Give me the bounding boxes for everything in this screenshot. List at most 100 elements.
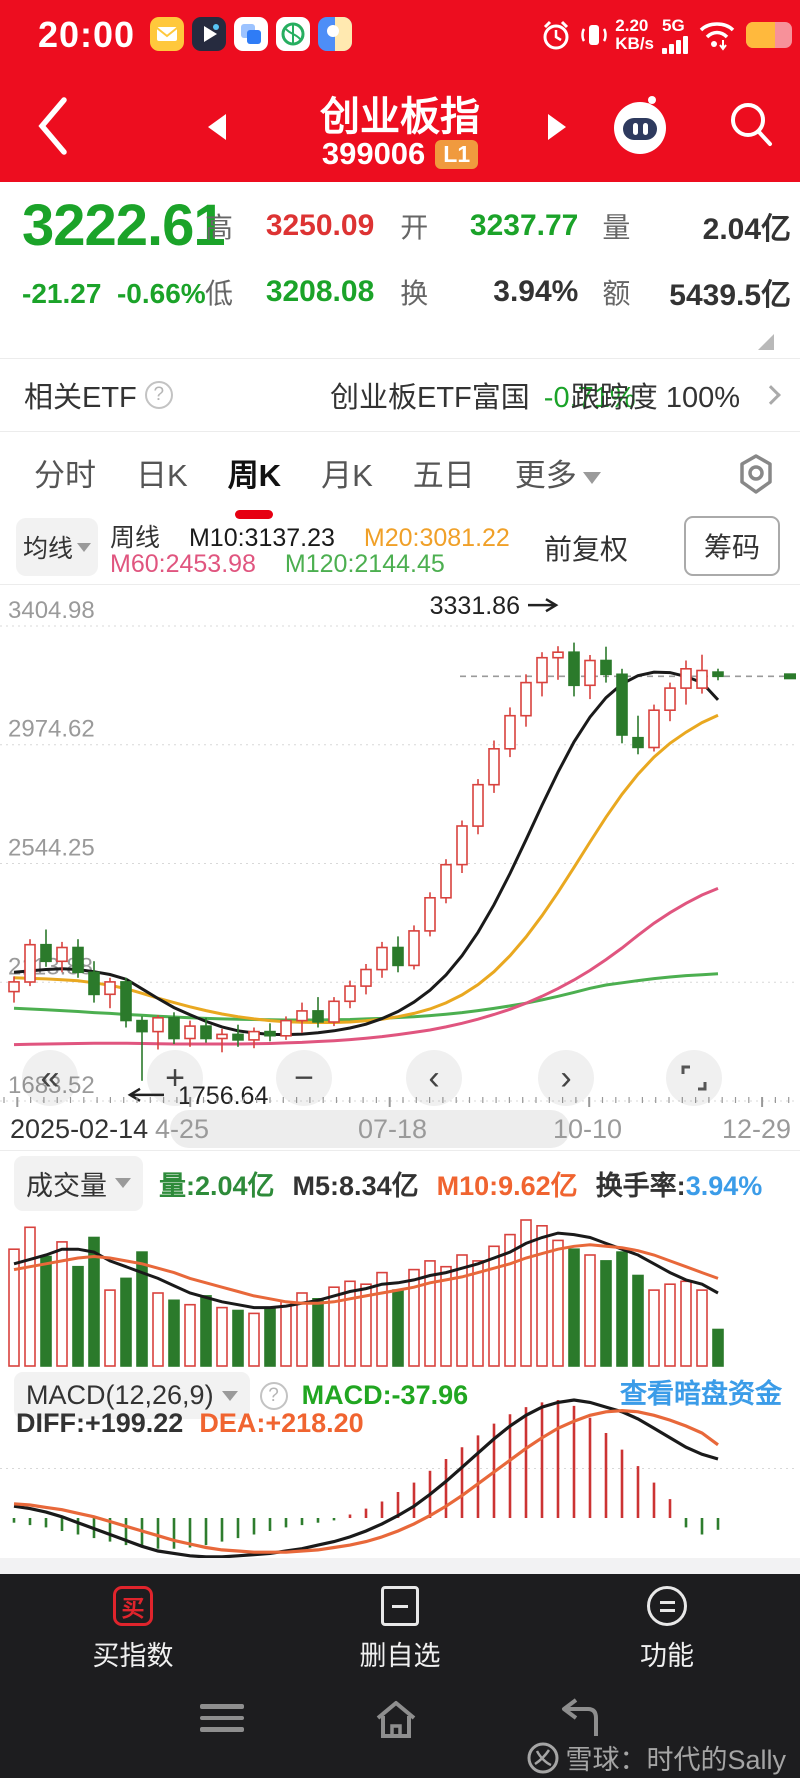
chart-scrollbar[interactable] (170, 1110, 570, 1148)
related-etf-row[interactable]: 相关ETF ? 创业板ETF富国 -0.71% 跟踪度 100% (0, 358, 800, 432)
etf-label: 相关ETF (24, 382, 137, 414)
macd-header: MACD(12,26,9) ? MACD:-37.96 查看暗盘资金 (0, 1372, 800, 1419)
expand-quote-icon[interactable] (758, 334, 774, 350)
volume-header: 成交量 量:2.04亿 M5:8.34亿 M10:9.62亿 换手率:3.94% (0, 1152, 800, 1214)
next-stock-icon[interactable] (548, 114, 566, 140)
open-label: 开 (400, 212, 429, 243)
volume-ma10: M10:9.62亿 (436, 1170, 578, 1201)
quote-level-badge: L1 (435, 140, 479, 169)
rewind-button[interactable]: « (22, 1050, 78, 1106)
diff-line (13, 1398, 719, 1558)
status-indicators: 2.20 KB/s 5G (539, 10, 792, 60)
volume-chart[interactable] (0, 1214, 800, 1368)
prev-stock-icon[interactable] (208, 114, 226, 140)
chevron-right-icon (761, 385, 781, 405)
tick-ruler (3, 1097, 790, 1107)
ma120-value: M120:2144.45 (284, 550, 445, 578)
page-title: 创业板指 (320, 95, 480, 139)
macd-help-icon[interactable]: ? (259, 1381, 288, 1410)
period-tabs: 分时 日K 周K 月K 五日 更多 (0, 432, 800, 512)
etf-help-icon[interactable]: ? (144, 381, 173, 409)
fullscreen-button[interactable] (666, 1050, 722, 1106)
kline-canvas[interactable]: 3404.982974.622544.252113.881683.523331.… (0, 585, 800, 1107)
volume-bars-layer (8, 1219, 724, 1367)
buy-icon: 买 (113, 1586, 153, 1626)
ma20-value: M20:3081.22 (363, 524, 510, 552)
watermark-text: 雪球：时代的Sally (565, 1745, 786, 1775)
recents-nav-icon[interactable] (200, 1704, 244, 1739)
back-icon[interactable] (34, 94, 74, 158)
period-label: 周线 (110, 524, 161, 552)
menu-circle-icon (647, 1586, 687, 1626)
health-app-icon (276, 17, 310, 51)
zoom-in-button[interactable]: + (147, 1050, 203, 1106)
mail-app-icon (150, 17, 184, 51)
search-icon[interactable] (726, 98, 778, 154)
ma-line-M60 (13, 887, 719, 1047)
zoom-out-button[interactable]: − (276, 1050, 332, 1106)
svg-text:2974.62: 2974.62 (8, 716, 95, 743)
tab-more[interactable]: 更多 (515, 450, 601, 495)
high-label: 高 (205, 212, 234, 243)
dea-line (13, 1408, 719, 1554)
tab-daily[interactable]: 日K (136, 457, 188, 493)
stock-code: 399006 L1 (0, 136, 800, 172)
svg-text:1683.52: 1683.52 (8, 1072, 95, 1099)
high-value: 3250.09 (265, 209, 375, 242)
low-annotation: 1756.64 (178, 1082, 268, 1107)
price-change: -21.27 -0.66% (22, 278, 206, 309)
volume-selector[interactable]: 成交量 (14, 1155, 143, 1211)
ai-assistant-icon[interactable] (610, 92, 670, 158)
chevron-down-icon (221, 1390, 238, 1401)
turnover-label: 换 (400, 278, 429, 309)
chips-button[interactable]: 筹码 (683, 516, 780, 576)
home-nav-icon[interactable] (372, 1696, 420, 1744)
adjust-mode[interactable]: 前复权 (543, 534, 628, 565)
tab-fiveday[interactable]: 五日 (412, 457, 475, 493)
ma-legend: 均线 周线 M10:3137.23 M20:3081.22 M60:2453.9… (0, 512, 800, 584)
ma-selector[interactable]: 均线 (16, 518, 98, 576)
volume-current: 量:2.04亿 (159, 1170, 275, 1201)
svg-text:3404.98: 3404.98 (8, 597, 95, 624)
current-price: 3222.61 (22, 193, 226, 258)
tab-monthly[interactable]: 月K (321, 457, 373, 493)
kline-chart[interactable]: 3404.98 2974.62 2544.25 2113.88 1683.52 3331.… (0, 584, 800, 1107)
functions-button[interactable]: 功能 (587, 1586, 747, 1673)
section-divider (0, 1558, 800, 1574)
macd-histogram-layer (12, 1400, 720, 1549)
network-type: 5G (662, 16, 685, 35)
app-header: 创业板指 399006 L1 (0, 70, 800, 182)
tab-minute[interactable]: 分时 (34, 457, 96, 493)
video-app-icon (192, 17, 226, 51)
date-label: 4-25 (155, 1114, 210, 1144)
pan-left-button[interactable]: ‹ (406, 1050, 462, 1106)
pan-right-button[interactable]: › (538, 1050, 594, 1106)
etf-tracking: 跟踪度 100% (570, 382, 740, 414)
etf-change: -0.71% (543, 382, 636, 414)
buy-index-button[interactable]: 买 买指数 (53, 1586, 213, 1673)
ma60-value: M60:2453.98 (110, 550, 256, 578)
macd-selector[interactable]: MACD(12,26,9) (14, 1372, 250, 1419)
minus-square-icon (381, 1586, 419, 1626)
amount-label: 额 (602, 278, 631, 309)
dea-value: DEA:+218.20 (199, 1408, 364, 1438)
etf-name: 创业板ETF富国 (330, 382, 530, 414)
chart-settings-icon[interactable] (734, 452, 778, 496)
volume-label: 量 (602, 212, 631, 243)
macd-chart[interactable] (0, 1368, 800, 1558)
alarm-icon (543, 20, 569, 50)
quote-grid: 高 3250.09 开 3237.77 量 2.04亿 低 3208.08 换 … (205, 200, 791, 332)
quote-panel[interactable]: 3222.61 -21.27 -0.66% 高 3250.09 开 3237.7… (0, 182, 800, 358)
back-nav-icon[interactable] (556, 1696, 604, 1744)
remove-watchlist-button[interactable]: 删自选 (320, 1586, 480, 1673)
open-value: 3237.77 (469, 209, 579, 242)
amount-value: 5439.5亿 (669, 279, 792, 312)
dark-pool-link[interactable]: 查看暗盘资金 (620, 1379, 782, 1409)
date-label: 2025-02-14 (10, 1114, 149, 1144)
chevron-down-icon (582, 471, 601, 484)
xueqiu-logo-icon (527, 1742, 559, 1773)
tab-weekly[interactable]: 周K (222, 440, 287, 505)
volume-value: 2.04亿 (702, 213, 792, 246)
chevron-down-icon (115, 1178, 131, 1188)
